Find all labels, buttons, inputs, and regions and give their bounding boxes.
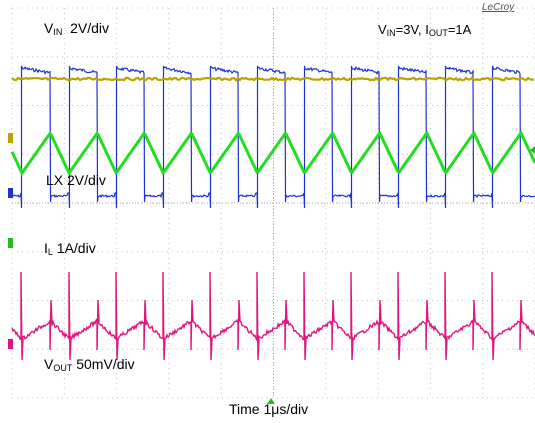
condition-label: VIN=3V, IOUT=1A xyxy=(378,22,472,38)
trace-il xyxy=(10,130,535,176)
ch4-marker xyxy=(8,339,13,349)
brand-logo: LeCroy xyxy=(482,2,515,13)
trigger-position-marker xyxy=(267,398,275,404)
channel-markers xyxy=(8,133,535,404)
graticule xyxy=(11,7,535,399)
lx-label: LX 2V/div xyxy=(46,172,106,188)
trigger-level-marker xyxy=(530,146,535,154)
vout-label: VOUT 50mV/div xyxy=(44,356,135,373)
trace-lx xyxy=(11,65,535,209)
ch2-marker xyxy=(8,188,13,198)
time-scale-label: Time 1μs/div xyxy=(229,401,309,417)
trace-vout xyxy=(11,271,535,361)
vin-label: VIN 2V/div xyxy=(44,20,110,37)
trace-vin xyxy=(11,76,535,82)
il-label: IL 1A/div xyxy=(44,240,96,257)
ch3-marker xyxy=(8,238,13,248)
ch1-marker xyxy=(8,133,13,143)
traces xyxy=(10,65,535,361)
